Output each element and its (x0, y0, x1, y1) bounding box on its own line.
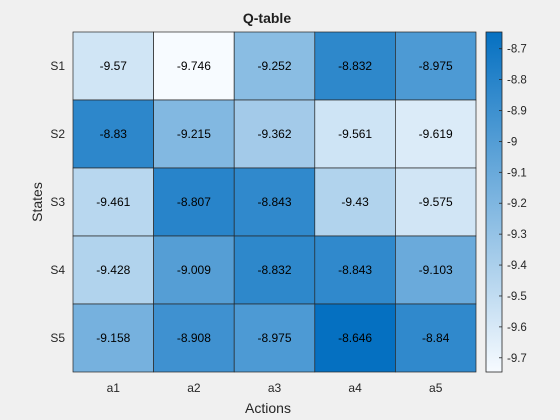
cell-value-label: -9.362 (257, 127, 291, 141)
cell-value-label: -9.461 (96, 195, 130, 209)
cell-value-label: -9.57 (100, 59, 128, 73)
colorbar-tick-label: -9.2 (507, 198, 527, 210)
heatmap-cell (153, 167, 235, 237)
y-tick-label: S2 (50, 127, 65, 141)
colorbar-tick-label: -9.4 (507, 260, 527, 272)
heatmap-cell (314, 31, 396, 101)
x-axis-label: Actions (245, 400, 291, 416)
heatmap-cell (233, 31, 316, 101)
heatmap-cell (314, 235, 396, 305)
colorbar-tick-label: -9.7 (507, 353, 527, 365)
cell-value-label: -8.975 (419, 59, 453, 73)
cell-value-label: -8.84 (422, 331, 450, 345)
y-tick-label: S4 (50, 263, 65, 277)
cell-value-label: -9.158 (96, 331, 130, 345)
cell-value-label: -8.83 (100, 127, 128, 141)
cell-value-label: -9.009 (177, 263, 211, 277)
heatmap-cell (72, 235, 154, 305)
cell-value-label: -9.252 (257, 59, 291, 73)
colorbar-ticks: -8.7 -8.8 -8.9 -9 -9.1 -9.2 -9.3 -9.4 -9.5 -9.6 -9… (499, 44, 527, 365)
heatmap-cell (72, 31, 154, 101)
y-axis-label: States (29, 182, 45, 222)
cell-value-label: -9.428 (96, 263, 130, 277)
cell-value-label: -9.43 (341, 195, 369, 209)
cell-value-label: -9.561 (338, 127, 372, 141)
heatmap-cell (395, 235, 477, 305)
heatmap-cell (395, 167, 477, 237)
colorbar-tick-label: -8.9 (507, 106, 527, 118)
cell-value-label: -9.103 (419, 263, 453, 277)
heatmap-cell (233, 303, 316, 373)
cell-value-label: -9.619 (419, 127, 453, 141)
cell-value-label: -9.215 (177, 127, 211, 141)
heatmap-cell (395, 303, 477, 373)
cell-value-label: -9.575 (419, 195, 453, 209)
heatmap-cell (395, 31, 477, 101)
y-tick-label: S5 (50, 331, 65, 345)
heatmap-cell (153, 303, 235, 373)
cell-value-label: -8.975 (257, 331, 291, 345)
cell-value-label: -8.843 (338, 263, 372, 277)
cell-value-label: -8.832 (338, 59, 372, 73)
heatmap-cell (395, 99, 477, 169)
colorbar-tick-label: -9.5 (507, 291, 527, 303)
heatmap-cell (153, 31, 235, 101)
heatmap-cell (233, 167, 316, 237)
heatmap-cells: -9.57 -9.746 -9.252 -8.832 -8.975 -8.83 -9.215… (72, 31, 477, 373)
y-tick-label: S1 (50, 59, 65, 73)
cell-value-label: -9.746 (177, 59, 211, 73)
x-tick-label: a4 (348, 381, 362, 395)
y-tick-labels: S1 S2 S3 S4 S5 (50, 59, 65, 345)
colorbar-tick-label: -9.1 (507, 167, 527, 179)
heatmap-cell (233, 235, 316, 305)
y-tick-label: S3 (50, 195, 65, 209)
heatmap-cell (233, 99, 316, 169)
x-tick-label: a3 (268, 381, 282, 395)
colorbar-tick-label: -8.7 (507, 44, 527, 56)
colorbar-tick-label: -9 (507, 136, 517, 148)
heatmap-cell (72, 99, 154, 169)
x-tick-label: a2 (187, 381, 201, 395)
heatmap-cell (153, 235, 235, 305)
chart-title: Q-table (243, 10, 291, 26)
colorbar-tick-label: -9.6 (507, 322, 527, 334)
cell-value-label: -8.832 (257, 263, 291, 277)
colorbar-tick-label: -8.8 (507, 75, 527, 87)
cell-value-label: -8.843 (257, 195, 291, 209)
x-tick-label: a1 (107, 381, 121, 395)
colorbar-tick-label: -9.3 (507, 229, 527, 241)
colorbar-gradient (485, 31, 503, 373)
cell-value-label: -8.908 (177, 331, 211, 345)
x-tick-labels: a1 a2 a3 a4 a5 (107, 381, 443, 395)
heatmap-cell (72, 303, 154, 373)
heatmap-cell (314, 167, 396, 237)
cell-value-label: -8.646 (338, 331, 372, 345)
colorbar: -8.7 -8.8 -8.9 -9 -9.1 -9.2 -9.3 -9.4 -9.5 -9.6 -9… (485, 31, 527, 373)
cell-value-label: -8.807 (177, 195, 211, 209)
x-tick-label: a5 (429, 381, 443, 395)
